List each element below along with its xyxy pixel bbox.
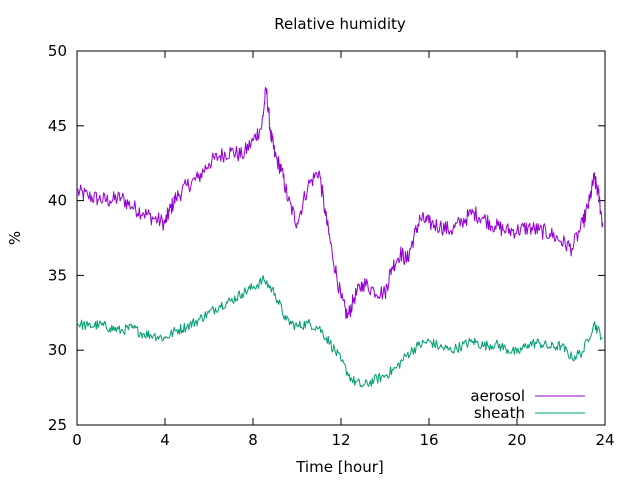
plot-frame xyxy=(76,50,606,426)
x-tick-label: 20 xyxy=(507,431,526,449)
y-tick-label: 40 xyxy=(48,192,67,210)
y-tick-label: 30 xyxy=(48,341,67,359)
x-tick-label: 0 xyxy=(72,431,82,449)
legend-label-aerosol: aerosol xyxy=(470,387,525,405)
x-tick-label: 8 xyxy=(248,431,258,449)
x-tick-label: 16 xyxy=(419,431,438,449)
x-axis-title: Time [hour] xyxy=(295,458,384,476)
y-tick-label: 50 xyxy=(48,42,67,60)
x-tick-label: 4 xyxy=(160,431,170,449)
y-tick-label: 45 xyxy=(48,117,67,135)
series-layer xyxy=(76,87,604,388)
y-tick-label: 35 xyxy=(48,266,67,284)
series-line-sheath xyxy=(76,275,603,388)
legend-label-sheath: sheath xyxy=(474,404,525,422)
x-tick-label: 12 xyxy=(331,431,350,449)
legend: aerosol sheath xyxy=(470,387,585,422)
y-axis: 25 30 35 40 45 50 xyxy=(48,42,605,434)
x-axis: 0 4 8 12 16 20 24 xyxy=(72,51,615,449)
y-tick-label: 25 xyxy=(48,416,67,434)
series-line-aerosol xyxy=(76,87,604,319)
y-axis-title: % xyxy=(6,231,24,245)
x-tick-label: 24 xyxy=(595,431,614,449)
chart-title: Relative humidity xyxy=(274,15,406,33)
